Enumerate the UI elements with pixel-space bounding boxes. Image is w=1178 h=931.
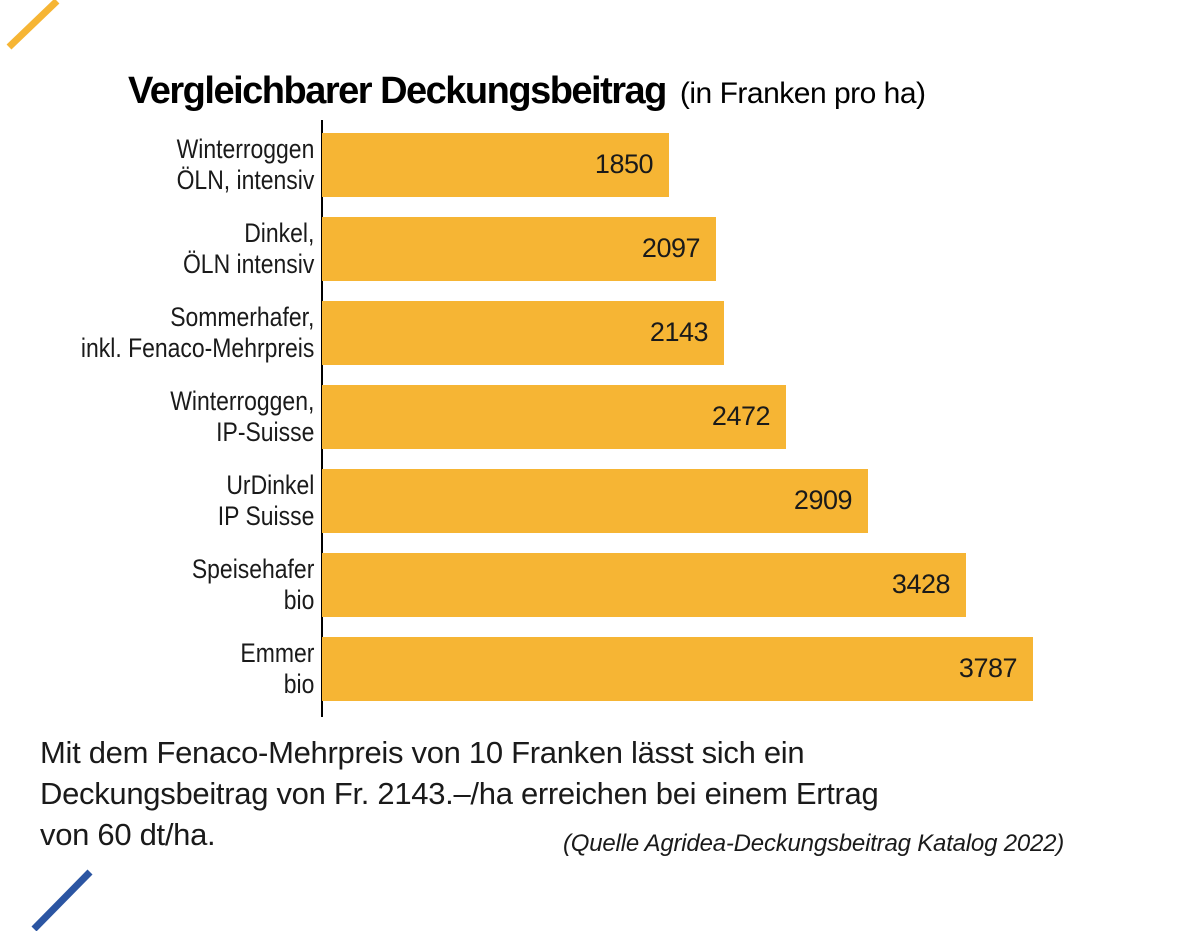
category-label: Winterroggen ÖLN, intensiv bbox=[176, 134, 315, 195]
bottom-left-accent-line bbox=[31, 869, 93, 931]
caption-line: Deckungsbeitrag von Fr. 2143.–/ha erreic… bbox=[40, 776, 879, 811]
bar-value-label: 2097 bbox=[641, 233, 701, 263]
source-note: (Quelle Agridea-Deckungsbeitrag Katalog … bbox=[563, 830, 1065, 857]
bar: 2472 bbox=[322, 385, 786, 449]
category-label: Winterroggen, IP-Suisse bbox=[170, 386, 315, 447]
category-label: Sommerhafer, inkl. Fenaco-Mehrpreis bbox=[80, 302, 315, 363]
category-label: Speisehafer bio bbox=[191, 554, 315, 615]
category-label: Emmer bio bbox=[240, 638, 315, 699]
bar-value-label: 3787 bbox=[958, 653, 1018, 683]
caption-line: Mit dem Fenaco-Mehrpreis von 10 Franken … bbox=[40, 735, 805, 770]
category-label: UrDinkel IP Suisse bbox=[217, 470, 315, 531]
bar: 2143 bbox=[322, 301, 724, 365]
category-label: Dinkel, ÖLN intensiv bbox=[182, 218, 315, 279]
caption-line: von 60 dt/ha. bbox=[40, 817, 216, 852]
bar-value-label: 1850 bbox=[594, 149, 654, 179]
bar-chart: Winterroggen ÖLN, intensiv 1850 Dinkel, ÖLN … bbox=[0, 123, 1178, 711]
chart-title-text: Vergleichbarer Deckungsbeitrag bbox=[128, 70, 667, 112]
bar-row: UrDinkel IP Suisse 2909 bbox=[0, 459, 1178, 543]
caption-text: Mit dem Fenaco-Mehrpreis von 10 Franken … bbox=[40, 732, 879, 855]
chart-title: Vergleichbarer Deckungsbeitrag (in Franke… bbox=[128, 70, 926, 113]
bar-row: Winterroggen ÖLN, intensiv 1850 bbox=[0, 123, 1178, 207]
bar-value-label: 2143 bbox=[649, 317, 709, 347]
chart-title-unit: (in Franken pro ha) bbox=[679, 77, 926, 110]
bar-row: Speisehafer bio 3428 bbox=[0, 543, 1178, 627]
bar: 3787 bbox=[322, 637, 1033, 701]
top-left-accent-line bbox=[6, 0, 60, 50]
bar-row: Dinkel, ÖLN intensiv 2097 bbox=[0, 207, 1178, 291]
bar: 2097 bbox=[322, 217, 716, 281]
bar-value-label: 2909 bbox=[793, 485, 853, 515]
bar-row: Sommerhafer, inkl. Fenaco-Mehrpreis 2143 bbox=[0, 291, 1178, 375]
bar: 1850 bbox=[322, 133, 669, 197]
bar: 3428 bbox=[322, 553, 966, 617]
bar-row: Emmer bio 3787 bbox=[0, 627, 1178, 711]
bar-row: Winterroggen, IP-Suisse 2472 bbox=[0, 375, 1178, 459]
bar-value-label: 2472 bbox=[711, 401, 771, 431]
bar: 2909 bbox=[322, 469, 868, 533]
bar-value-label: 3428 bbox=[891, 569, 951, 599]
